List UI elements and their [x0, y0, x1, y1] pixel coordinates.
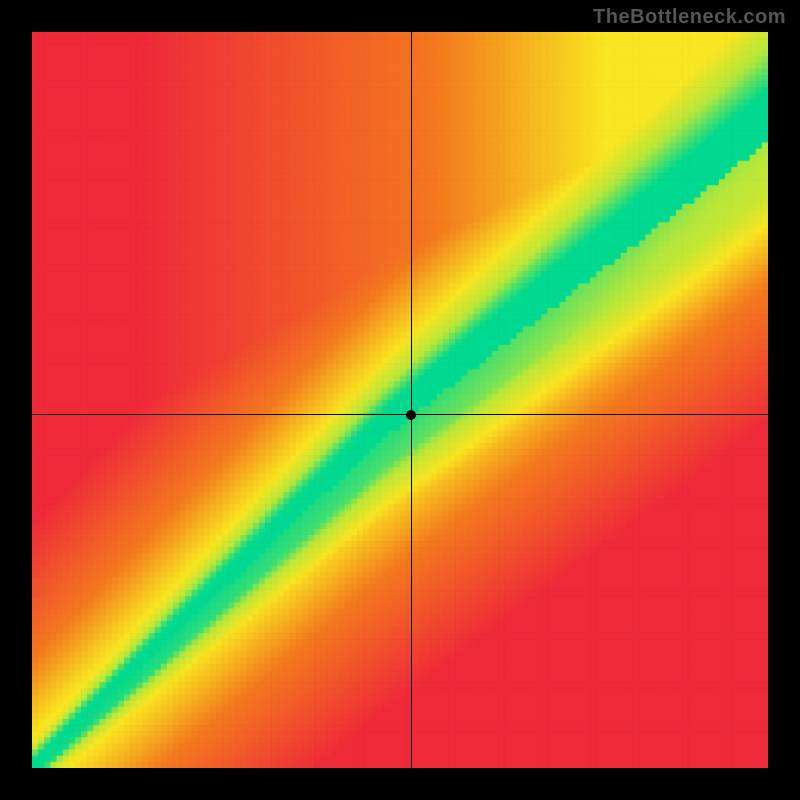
watermark: TheBottleneck.com	[593, 6, 786, 29]
selection-marker	[406, 410, 416, 420]
crosshair-horizontal	[32, 414, 768, 415]
crosshair-vertical	[411, 32, 412, 768]
chart-frame: { "meta": { "watermark_text": "TheBottle…	[0, 0, 800, 800]
bottleneck-heatmap	[32, 32, 768, 768]
